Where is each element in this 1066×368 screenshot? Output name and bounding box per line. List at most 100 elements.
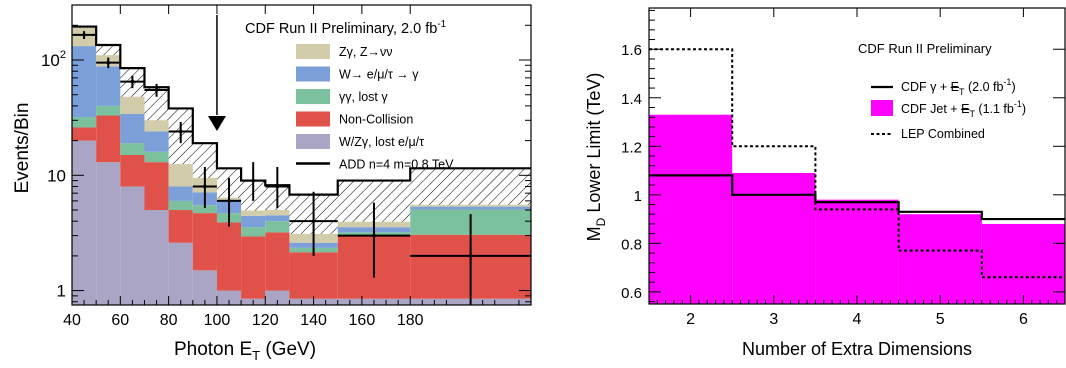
- bar-segment: [265, 232, 290, 291]
- right-chart: 2 3 4 5 6 0.6 0.8 1 1.2 1.4 1.6 CDF Run II Prelim…: [584, 7, 1066, 359]
- left-legend: Zγ, Z→νν W→ e/μ/τ → γ γγ, lost γ Non-Collis…: [296, 44, 454, 172]
- right-x-ticks: 2 3 4 5 6: [656, 8, 1066, 328]
- bar-segment: [120, 143, 145, 155]
- legend-fill-swatch: [871, 100, 893, 116]
- bar-segment: [192, 213, 217, 271]
- legend-label-part: CDF γ +: [901, 80, 951, 94]
- legend-label: W/Zγ, lost e/μ/τ: [339, 135, 424, 149]
- jet-fill-bar: [732, 172, 816, 304]
- data-point: [251, 178, 255, 183]
- bar-segment: [241, 210, 266, 216]
- data-point: [275, 184, 280, 189]
- right-x-axis-label: Number of Extra Dimensions: [742, 339, 972, 359]
- legend-label-part: E: [961, 102, 969, 116]
- bar-segment: [265, 221, 290, 233]
- arrow-head: [207, 116, 226, 131]
- legend-label: ADD n=4 m=0.8 TeV: [339, 158, 454, 172]
- bar-segment: [144, 210, 169, 305]
- legend-label-part: T: [959, 87, 965, 97]
- bar-segment: [410, 206, 531, 210]
- data-point: [227, 199, 231, 203]
- bar-segment: [120, 114, 145, 144]
- bar-segment: [96, 162, 121, 305]
- bar-segment: [241, 227, 266, 237]
- signal-hatch: [96, 44, 121, 56]
- legend-label: γγ, lost γ: [339, 90, 388, 104]
- legend-label-part: CDF Jet +: [901, 102, 961, 116]
- y-tick-label: 102: [41, 49, 66, 70]
- x-tick-label: 120: [252, 312, 279, 329]
- right-limit-lines: [649, 48, 1065, 279]
- bar-segment: [168, 200, 193, 211]
- bar-segment: [72, 127, 97, 141]
- left-cut-arrow: [207, 15, 226, 131]
- right-y-ticks: 0.6 0.8 1 1.2 1.4 1.6: [621, 9, 1065, 303]
- left-x-axis-label: Photon ET (GeV): [174, 339, 316, 363]
- data-point: [178, 129, 183, 134]
- right-y-axis-label: MD Lower Limit (TeV): [584, 73, 608, 242]
- bar-segment: [216, 290, 242, 305]
- data-point: [468, 254, 473, 258]
- bar-segment: [120, 155, 145, 187]
- bar-segment: [168, 186, 193, 201]
- data-point: [82, 33, 86, 37]
- x-tick-label: 160: [349, 312, 376, 329]
- bar-segment: [241, 215, 266, 228]
- bar-segment: [192, 270, 217, 305]
- bar-segment: [144, 131, 169, 152]
- data-point: [106, 60, 111, 65]
- bar-segment: [241, 236, 266, 299]
- y-tick-base: 1: [57, 282, 66, 301]
- bar-segment: [144, 151, 169, 163]
- legend-swatch: [296, 89, 330, 104]
- right-jet-fill: [649, 114, 1065, 304]
- x-tick-label: 4: [853, 311, 862, 328]
- bar-segment: [168, 164, 193, 187]
- right-legend: CDF γ + ET (2.0 fb-1)CDF Jet + ET (1.1 f…: [871, 77, 1026, 141]
- x-tick-label: 100: [204, 312, 231, 329]
- bar-segment: [265, 290, 290, 305]
- x-tick-label: 5: [936, 311, 945, 328]
- y-tick-label: 10: [47, 166, 66, 185]
- legend-label: Zγ, Z→νν: [339, 45, 392, 59]
- data-point: [130, 79, 135, 84]
- bar-segment: [120, 96, 145, 115]
- legend-label: W→ e/μ/τ → γ: [339, 68, 419, 82]
- bar-segment: [72, 140, 97, 305]
- legend-label-part: (2.0 fb: [965, 80, 1004, 94]
- x-tick-label: 60: [111, 312, 129, 329]
- bar-segment: [96, 115, 121, 163]
- legend-label: CDF Jet + ET (1.1 fb-1): [901, 99, 1026, 119]
- y-tick-exp: 2: [60, 49, 66, 61]
- legend-swatch: [296, 134, 330, 149]
- jet-fill-bar: [981, 223, 1065, 304]
- left-x-ticks: 40 60 80 100 120 140 160 180: [63, 5, 520, 329]
- y-tick-base: 10: [41, 51, 60, 70]
- y-tick-label: 1.6: [621, 42, 642, 59]
- bar-segment: [216, 222, 242, 291]
- data-point: [372, 233, 376, 238]
- left-stacked-bars: [72, 27, 531, 305]
- legend-swatch: [296, 111, 330, 127]
- bar-segment: [168, 210, 193, 243]
- legend-label-part: T: [969, 109, 975, 119]
- x-tick-label: 80: [160, 312, 178, 329]
- data-point: [154, 88, 159, 92]
- y-tick-label: 0.6: [621, 285, 642, 302]
- bar-segment: [265, 215, 290, 222]
- bar-segment: [72, 117, 97, 128]
- bar-segment: [410, 204, 531, 207]
- data-point: [203, 184, 207, 189]
- right-title: CDF Run II Preliminary: [858, 41, 992, 56]
- jet-fill-bar: [898, 214, 982, 304]
- y-tick-label: 1: [634, 188, 642, 205]
- legend-label-part: ): [1022, 102, 1026, 116]
- signal-hatch: [410, 168, 531, 205]
- bar-segment: [96, 105, 121, 116]
- legend-label: CDF γ + ET (2.0 fb-1): [901, 77, 1016, 97]
- x-tick-label: 40: [63, 312, 81, 329]
